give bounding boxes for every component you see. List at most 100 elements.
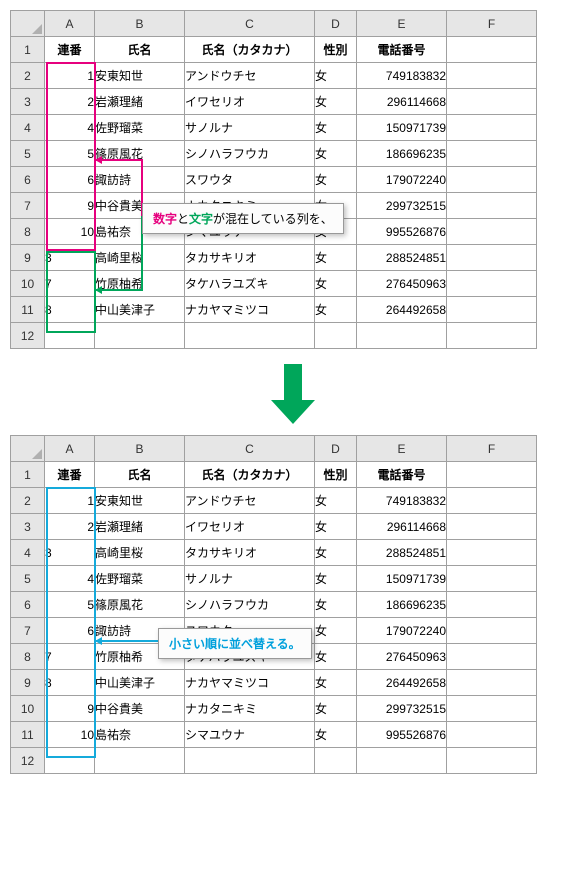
- select-all-corner[interactable]: [11, 436, 45, 462]
- cell-A9[interactable]: 8: [45, 670, 95, 696]
- select-all-corner[interactable]: [11, 11, 45, 37]
- cell-F8[interactable]: [447, 644, 537, 670]
- cell-D3[interactable]: 女: [315, 89, 357, 115]
- cell-A5[interactable]: 5: [45, 141, 95, 167]
- cell-F10[interactable]: [447, 271, 537, 297]
- cell-C12[interactable]: [185, 323, 315, 349]
- row-header-10[interactable]: 10: [11, 271, 45, 297]
- cell-A4[interactable]: 3: [45, 540, 95, 566]
- cell-C9[interactable]: タカサキリオ: [185, 245, 315, 271]
- cell-E3[interactable]: 296114668: [357, 514, 447, 540]
- cell-E7[interactable]: 179072240: [357, 618, 447, 644]
- column-header-E[interactable]: E: [357, 436, 447, 462]
- row-header-5[interactable]: 5: [11, 566, 45, 592]
- cell-D12[interactable]: [315, 323, 357, 349]
- cell-D8[interactable]: 女: [315, 644, 357, 670]
- cell-C10[interactable]: ナカタニキミ: [185, 696, 315, 722]
- cell-D10[interactable]: 女: [315, 271, 357, 297]
- cell-E4[interactable]: 288524851: [357, 540, 447, 566]
- column-header-B[interactable]: B: [95, 436, 185, 462]
- cell-A3[interactable]: 2: [45, 514, 95, 540]
- cell-C3[interactable]: イワセリオ: [185, 514, 315, 540]
- cell-F4[interactable]: [447, 540, 537, 566]
- cell-E6[interactable]: 186696235: [357, 592, 447, 618]
- cell-B3[interactable]: 岩瀬理緒: [95, 514, 185, 540]
- cell-B6[interactable]: 篠原風花: [95, 592, 185, 618]
- cell-B10[interactable]: 中谷貴美: [95, 696, 185, 722]
- cell-B5[interactable]: 篠原風花: [95, 141, 185, 167]
- cell-C11[interactable]: ナカヤマミツコ: [185, 297, 315, 323]
- cell-F7[interactable]: [447, 193, 537, 219]
- cell-D12[interactable]: [315, 748, 357, 774]
- column-header-F[interactable]: F: [447, 436, 537, 462]
- cell-F11[interactable]: [447, 722, 537, 748]
- row-header-6[interactable]: 6: [11, 592, 45, 618]
- cell-F12[interactable]: [447, 748, 537, 774]
- column-header-B[interactable]: B: [95, 11, 185, 37]
- column-header-A[interactable]: A: [45, 436, 95, 462]
- cell-B12[interactable]: [95, 323, 185, 349]
- header-cell-A[interactable]: 連番: [45, 462, 95, 488]
- cell-D7[interactable]: 女: [315, 618, 357, 644]
- cell-C5[interactable]: シノハラフウカ: [185, 141, 315, 167]
- cell-C9[interactable]: ナカヤマミツコ: [185, 670, 315, 696]
- row-header-9[interactable]: 9: [11, 670, 45, 696]
- cell-B4[interactable]: 佐野瑠菜: [95, 115, 185, 141]
- cell-F2[interactable]: [447, 63, 537, 89]
- cell-D10[interactable]: 女: [315, 696, 357, 722]
- cell-C12[interactable]: [185, 748, 315, 774]
- row-header-12[interactable]: 12: [11, 748, 45, 774]
- cell-B11[interactable]: 島祐奈: [95, 722, 185, 748]
- cell-E5[interactable]: 186696235: [357, 141, 447, 167]
- cell-A6[interactable]: 6: [45, 167, 95, 193]
- cell-F6[interactable]: [447, 167, 537, 193]
- row-header-1[interactable]: 1: [11, 37, 45, 63]
- cell-F10[interactable]: [447, 696, 537, 722]
- cell-A5[interactable]: 4: [45, 566, 95, 592]
- cell-E8[interactable]: 995526876: [357, 219, 447, 245]
- row-header-7[interactable]: 7: [11, 193, 45, 219]
- cell-A7[interactable]: 9: [45, 193, 95, 219]
- row-header-6[interactable]: 6: [11, 167, 45, 193]
- row-header-9[interactable]: 9: [11, 245, 45, 271]
- row-header-3[interactable]: 3: [11, 514, 45, 540]
- cell-A2[interactable]: 1: [45, 488, 95, 514]
- cell-C3[interactable]: イワセリオ: [185, 89, 315, 115]
- column-header-C[interactable]: C: [185, 436, 315, 462]
- cell-E9[interactable]: 288524851: [357, 245, 447, 271]
- cell-E8[interactable]: 276450963: [357, 644, 447, 670]
- header-cell-F[interactable]: [447, 462, 537, 488]
- cell-F5[interactable]: [447, 141, 537, 167]
- cell-A12[interactable]: [45, 323, 95, 349]
- header-cell-D[interactable]: 性別: [315, 37, 357, 63]
- column-header-E[interactable]: E: [357, 11, 447, 37]
- cell-F3[interactable]: [447, 514, 537, 540]
- cell-F11[interactable]: [447, 297, 537, 323]
- row-header-1[interactable]: 1: [11, 462, 45, 488]
- header-cell-C[interactable]: 氏名（カタカナ）: [185, 37, 315, 63]
- header-cell-B[interactable]: 氏名: [95, 462, 185, 488]
- cell-A7[interactable]: 6: [45, 618, 95, 644]
- cell-A8[interactable]: 7: [45, 644, 95, 670]
- cell-D11[interactable]: 女: [315, 297, 357, 323]
- cell-F12[interactable]: [447, 323, 537, 349]
- header-cell-F[interactable]: [447, 37, 537, 63]
- row-header-3[interactable]: 3: [11, 89, 45, 115]
- cell-D6[interactable]: 女: [315, 592, 357, 618]
- row-header-10[interactable]: 10: [11, 696, 45, 722]
- cell-F7[interactable]: [447, 618, 537, 644]
- cell-A4[interactable]: 4: [45, 115, 95, 141]
- cell-E10[interactable]: 299732515: [357, 696, 447, 722]
- row-header-8[interactable]: 8: [11, 644, 45, 670]
- cell-F6[interactable]: [447, 592, 537, 618]
- cell-D4[interactable]: 女: [315, 540, 357, 566]
- cell-E9[interactable]: 264492658: [357, 670, 447, 696]
- row-header-8[interactable]: 8: [11, 219, 45, 245]
- cell-D9[interactable]: 女: [315, 670, 357, 696]
- cell-D9[interactable]: 女: [315, 245, 357, 271]
- row-header-4[interactable]: 4: [11, 115, 45, 141]
- cell-D5[interactable]: 女: [315, 566, 357, 592]
- cell-A12[interactable]: [45, 748, 95, 774]
- cell-B10[interactable]: 竹原柚希: [95, 271, 185, 297]
- row-header-2[interactable]: 2: [11, 488, 45, 514]
